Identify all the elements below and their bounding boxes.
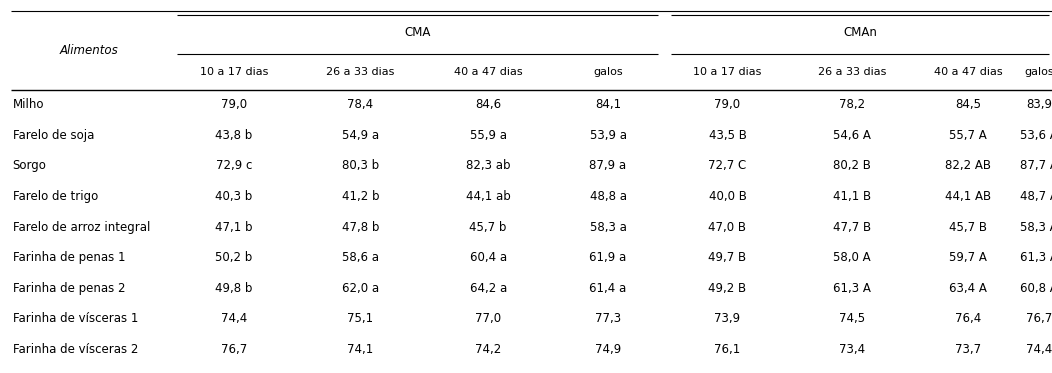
Text: 47,0 B: 47,0 B bbox=[708, 221, 747, 233]
Text: 82,2 AB: 82,2 AB bbox=[945, 160, 991, 172]
Text: 48,7 A: 48,7 A bbox=[1019, 190, 1052, 203]
Text: 49,8 b: 49,8 b bbox=[216, 282, 252, 295]
Text: 58,0 A: 58,0 A bbox=[833, 251, 871, 264]
Text: 61,4 a: 61,4 a bbox=[589, 282, 627, 295]
Text: 45,7 B: 45,7 B bbox=[949, 221, 987, 233]
Text: 84,6: 84,6 bbox=[476, 98, 501, 111]
Text: 80,3 b: 80,3 b bbox=[342, 160, 379, 172]
Text: 78,2: 78,2 bbox=[839, 98, 865, 111]
Text: 74,4: 74,4 bbox=[1026, 343, 1052, 356]
Text: 76,1: 76,1 bbox=[714, 343, 741, 356]
Text: 50,2 b: 50,2 b bbox=[216, 251, 252, 264]
Text: 58,3 A: 58,3 A bbox=[1020, 221, 1052, 233]
Text: Milho: Milho bbox=[13, 98, 44, 111]
Text: Farelo de trigo: Farelo de trigo bbox=[13, 190, 98, 203]
Text: 72,9 c: 72,9 c bbox=[216, 160, 252, 172]
Text: 76,7: 76,7 bbox=[221, 343, 247, 356]
Text: 53,6 A: 53,6 A bbox=[1020, 129, 1052, 142]
Text: 74,4: 74,4 bbox=[221, 313, 247, 325]
Text: 41,1 B: 41,1 B bbox=[833, 190, 871, 203]
Text: 45,7 b: 45,7 b bbox=[469, 221, 507, 233]
Text: 58,6 a: 58,6 a bbox=[342, 251, 379, 264]
Text: 55,9 a: 55,9 a bbox=[469, 129, 507, 142]
Text: 40,3 b: 40,3 b bbox=[216, 190, 252, 203]
Text: 40,0 B: 40,0 B bbox=[708, 190, 747, 203]
Text: 44,1 ab: 44,1 ab bbox=[466, 190, 510, 203]
Text: Farelo de arroz integral: Farelo de arroz integral bbox=[13, 221, 150, 233]
Text: 84,1: 84,1 bbox=[595, 98, 621, 111]
Text: 60,8 A: 60,8 A bbox=[1020, 282, 1052, 295]
Text: 47,7 B: 47,7 B bbox=[833, 221, 871, 233]
Text: 83,9: 83,9 bbox=[1026, 98, 1052, 111]
Text: 77,3: 77,3 bbox=[595, 313, 621, 325]
Text: 62,0 a: 62,0 a bbox=[342, 282, 379, 295]
Text: galos: galos bbox=[1024, 67, 1052, 77]
Text: 43,8 b: 43,8 b bbox=[216, 129, 252, 142]
Text: 10 a 17 dias: 10 a 17 dias bbox=[693, 67, 762, 77]
Text: Alimentos: Alimentos bbox=[60, 44, 119, 57]
Text: 60,4 a: 60,4 a bbox=[469, 251, 507, 264]
Text: Sorgo: Sorgo bbox=[13, 160, 46, 172]
Text: 76,7: 76,7 bbox=[1026, 313, 1052, 325]
Text: 72,7 C: 72,7 C bbox=[708, 160, 747, 172]
Text: 79,0: 79,0 bbox=[221, 98, 247, 111]
Text: 26 a 33 dias: 26 a 33 dias bbox=[818, 67, 886, 77]
Text: 75,1: 75,1 bbox=[347, 313, 373, 325]
Text: 55,7 A: 55,7 A bbox=[949, 129, 987, 142]
Text: 47,1 b: 47,1 b bbox=[216, 221, 252, 233]
Text: 61,9 a: 61,9 a bbox=[589, 251, 627, 264]
Text: 48,8 a: 48,8 a bbox=[589, 190, 627, 203]
Text: Farinha de penas 2: Farinha de penas 2 bbox=[13, 282, 125, 295]
Text: 82,3 ab: 82,3 ab bbox=[466, 160, 510, 172]
Text: 87,9 a: 87,9 a bbox=[589, 160, 627, 172]
Text: CMAn: CMAn bbox=[843, 26, 877, 39]
Text: 77,0: 77,0 bbox=[476, 313, 501, 325]
Text: 78,4: 78,4 bbox=[347, 98, 373, 111]
Text: 76,4: 76,4 bbox=[955, 313, 980, 325]
Text: galos: galos bbox=[593, 67, 623, 77]
Text: 54,6 A: 54,6 A bbox=[833, 129, 871, 142]
Text: 41,2 b: 41,2 b bbox=[342, 190, 379, 203]
Text: 73,7: 73,7 bbox=[955, 343, 980, 356]
Text: 74,5: 74,5 bbox=[839, 313, 865, 325]
Text: Farinha de vísceras 1: Farinha de vísceras 1 bbox=[13, 313, 138, 325]
Text: 84,5: 84,5 bbox=[955, 98, 980, 111]
Text: 74,9: 74,9 bbox=[595, 343, 621, 356]
Text: 49,2 B: 49,2 B bbox=[708, 282, 747, 295]
Text: 53,9 a: 53,9 a bbox=[589, 129, 627, 142]
Text: 43,5 B: 43,5 B bbox=[708, 129, 747, 142]
Text: 73,9: 73,9 bbox=[714, 313, 741, 325]
Text: 59,7 A: 59,7 A bbox=[949, 251, 987, 264]
Text: 40 a 47 dias: 40 a 47 dias bbox=[933, 67, 1003, 77]
Text: 10 a 17 dias: 10 a 17 dias bbox=[200, 67, 268, 77]
Text: 74,1: 74,1 bbox=[347, 343, 373, 356]
Text: Farinha de penas 1: Farinha de penas 1 bbox=[13, 251, 125, 264]
Text: 74,2: 74,2 bbox=[476, 343, 501, 356]
Text: 61,3 A: 61,3 A bbox=[1019, 251, 1052, 264]
Text: CMA: CMA bbox=[404, 26, 430, 39]
Text: 47,8 b: 47,8 b bbox=[342, 221, 379, 233]
Text: 64,2 a: 64,2 a bbox=[469, 282, 507, 295]
Text: 87,7 A: 87,7 A bbox=[1019, 160, 1052, 172]
Text: 58,3 a: 58,3 a bbox=[589, 221, 627, 233]
Text: 54,9 a: 54,9 a bbox=[342, 129, 379, 142]
Text: 40 a 47 dias: 40 a 47 dias bbox=[453, 67, 523, 77]
Text: 49,7 B: 49,7 B bbox=[708, 251, 747, 264]
Text: 80,2 B: 80,2 B bbox=[833, 160, 871, 172]
Text: 44,1 AB: 44,1 AB bbox=[945, 190, 991, 203]
Text: 79,0: 79,0 bbox=[714, 98, 741, 111]
Text: 61,3 A: 61,3 A bbox=[833, 282, 871, 295]
Text: 63,4 A: 63,4 A bbox=[949, 282, 987, 295]
Text: 26 a 33 dias: 26 a 33 dias bbox=[326, 67, 394, 77]
Text: 73,4: 73,4 bbox=[839, 343, 865, 356]
Text: Farinha de vísceras 2: Farinha de vísceras 2 bbox=[13, 343, 138, 356]
Text: Farelo de soja: Farelo de soja bbox=[13, 129, 94, 142]
